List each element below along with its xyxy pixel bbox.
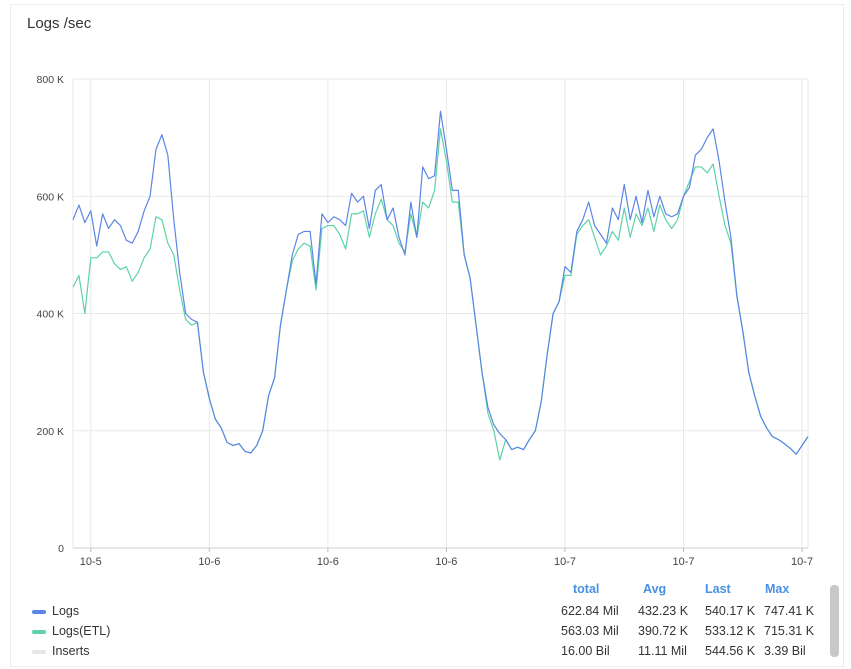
legend-swatch-logs-etl: [32, 630, 46, 634]
y-tick-label: 0: [58, 543, 64, 555]
y-tick-label: 800 K: [37, 74, 64, 86]
y-tick-label: 600 K: [37, 191, 64, 203]
legend-name: Logs: [52, 604, 80, 618]
legend-total: 16.00 Bil: [561, 644, 610, 658]
legend-name: Inserts: [52, 644, 90, 658]
legend-swatch-logs: [32, 610, 46, 614]
legend-header-avg[interactable]: Avg: [643, 582, 667, 596]
legend-row-logs[interactable]: Logs 622.84 Mil 432.23 K 540.17 K 747.41…: [28, 602, 828, 622]
legend-avg: 390.72 K: [638, 624, 689, 638]
legend-max: 715.31 K: [764, 624, 815, 638]
legend-max: 3.39 Bil: [764, 644, 806, 658]
legend-header-last[interactable]: Last: [705, 582, 731, 596]
series-line-logs-etl: [72, 128, 809, 461]
chart-grid: [72, 78, 809, 552]
legend-header-max[interactable]: Max: [765, 582, 790, 596]
x-tick-label: 10-7: [554, 556, 576, 568]
x-tick-label: 10-7: [673, 556, 695, 568]
y-tick-label: 200 K: [37, 426, 64, 438]
legend-row-inserts[interactable]: Inserts 16.00 Bil 11.11 Mil 544.56 K 3.3…: [28, 642, 828, 662]
x-tick-label: 10-5: [80, 556, 102, 568]
legend-row-logs-etl[interactable]: Logs(ETL) 563.03 Mil 390.72 K 533.12 K 7…: [28, 622, 828, 642]
legend-avg: 11.11 Mil: [638, 644, 687, 658]
y-tick-label: 400 K: [37, 309, 64, 321]
legend-last: 533.12 K: [705, 624, 756, 638]
legend-last: 540.17 K: [705, 604, 756, 618]
x-tick-label: 10-6: [317, 556, 339, 568]
legend-total: 622.84 Mil: [561, 604, 619, 618]
series-lines: [72, 110, 809, 461]
legend-total: 563.03 Mil: [561, 624, 619, 638]
series-line-logs: [72, 110, 809, 455]
x-tick-label: 10-7: [791, 556, 813, 568]
x-tick-label: 10-6: [435, 556, 457, 568]
legend-name: Logs(ETL): [52, 624, 111, 638]
legend-header-total[interactable]: total: [573, 582, 600, 596]
legend-last: 544.56 K: [705, 644, 756, 658]
legend-max: 747.41 K: [764, 604, 815, 618]
legend-swatch-inserts: [32, 650, 46, 654]
logs-line-chart: 0 200 K 400 K 600 K 800 K 10-5 10-6 10-6 10-6 10…: [37, 74, 814, 568]
x-axis: 10-510-610-610-610-710-710-710-8: [80, 556, 813, 568]
x-tick-label: 10-6: [198, 556, 220, 568]
panel-title: Logs /sec: [27, 15, 92, 32]
legend-scrollbar[interactable]: [830, 585, 839, 657]
legend-avg: 432.23 K: [638, 604, 689, 618]
y-axis: 0 200 K 400 K 600 K 800 K: [37, 74, 65, 555]
chart-panel: [10, 4, 844, 667]
